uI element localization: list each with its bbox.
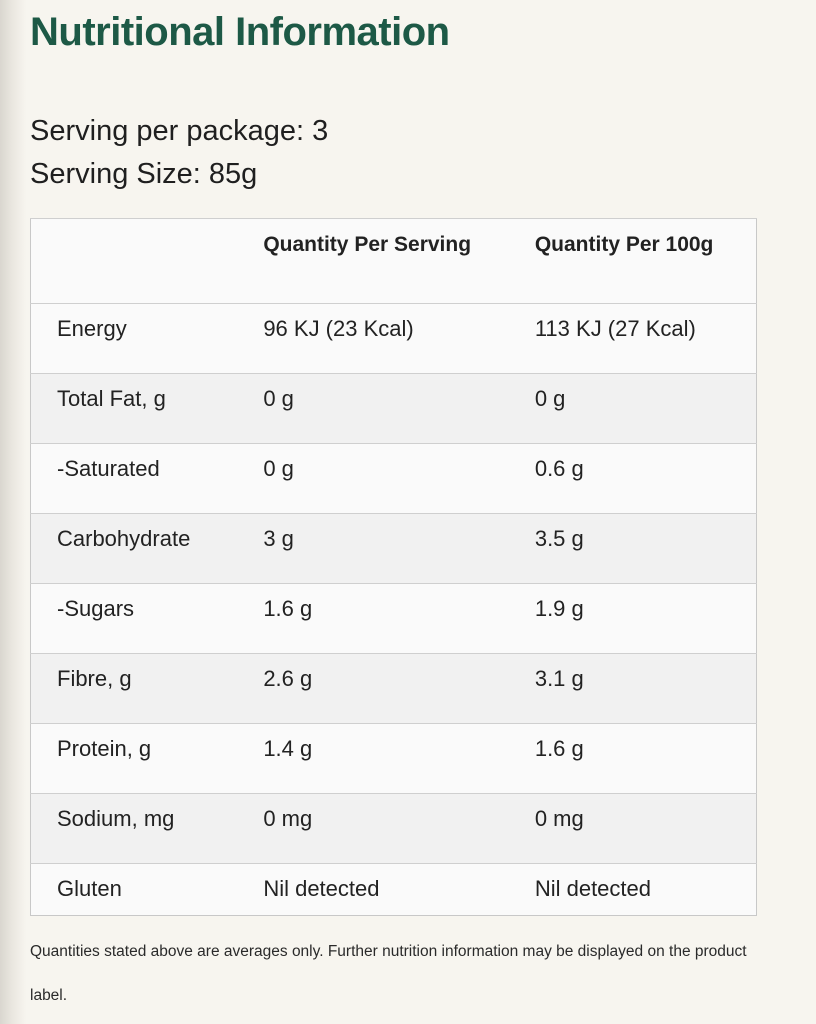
cell-nutrient: Energy [30,303,264,374]
cell-nutrient: Total Fat, g [30,373,264,444]
table-row: -Saturated 0 g 0.6 g [30,443,757,514]
table-header-row: Quantity Per Serving Quantity Per 100g [30,218,757,304]
page-edge-shadow [0,0,26,1024]
cell-per-serving: 96 KJ (23 Kcal) [263,303,535,374]
cell-per-100g: 1.9 g [534,583,757,654]
footnote: Quantities stated above are averages onl… [30,943,747,1004]
cell-per-100g: 0 mg [534,793,757,864]
cell-per-serving: 1.6 g [263,583,535,654]
table-row: Gluten Nil detected Nil detected [30,863,757,916]
cell-per-100g: 0 g [534,373,757,444]
header-nutrient [30,218,264,304]
cell-per-100g: Nil detected [534,863,757,916]
cell-per-serving: 0 g [263,373,535,444]
nutrition-table: Quantity Per Serving Quantity Per 100g E… [30,218,757,916]
cell-nutrient: -Sugars [30,583,264,654]
cell-nutrient: Fibre, g [30,653,264,724]
serving-size: Serving Size: 85g [30,158,258,190]
header-per-100g: Quantity Per 100g [534,218,757,304]
cell-nutrient: Protein, g [30,723,264,794]
header-per-serving: Quantity Per Serving [263,218,535,304]
table-row: Carbohydrate 3 g 3.5 g [30,513,757,584]
cell-per-100g: 3.1 g [534,653,757,724]
table-row: Sodium, mg 0 mg 0 mg [30,793,757,864]
page-title: Nutritional Information [30,10,450,54]
serving-per-package: Serving per package: 3 [30,115,329,147]
cell-per-100g: 1.6 g [534,723,757,794]
table-row: Total Fat, g 0 g 0 g [30,373,757,444]
table-row: Energy 96 KJ (23 Kcal) 113 KJ (27 Kcal) [30,303,757,374]
cell-per-100g: 0.6 g [534,443,757,514]
cell-nutrient: Carbohydrate [30,513,264,584]
cell-per-serving: 0 g [263,443,535,514]
table-row: Fibre, g 2.6 g 3.1 g [30,653,757,724]
cell-per-serving: 1.4 g [263,723,535,794]
cell-nutrient: -Saturated [30,443,264,514]
table-row: Protein, g 1.4 g 1.6 g [30,723,757,794]
cell-per-serving: Nil detected [263,863,535,916]
cell-nutrient: Sodium, mg [30,793,264,864]
cell-per-serving: 3 g [263,513,535,584]
table-row: -Sugars 1.6 g 1.9 g [30,583,757,654]
cell-per-100g: 3.5 g [534,513,757,584]
cell-per-serving: 2.6 g [263,653,535,724]
cell-nutrient: Gluten [30,863,264,916]
cell-per-serving: 0 mg [263,793,535,864]
cell-per-100g: 113 KJ (27 Kcal) [534,303,757,374]
